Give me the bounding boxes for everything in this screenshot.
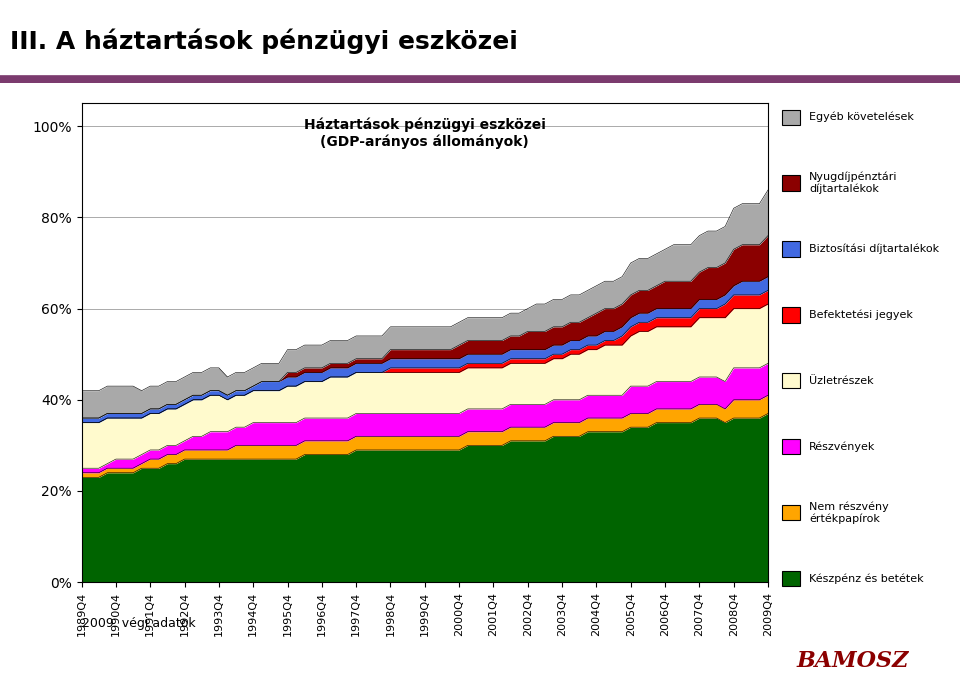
Text: Egyéb követelések: Egyéb követelések (809, 112, 914, 123)
Text: Nyugdíjpénztári
díjtartalékok: Nyugdíjpénztári díjtartalékok (809, 172, 898, 194)
Text: Üzletrészek: Üzletrészek (809, 376, 874, 386)
Text: 2009. végi adatok: 2009. végi adatok (82, 617, 195, 630)
Text: BAMOSZ: BAMOSZ (797, 650, 909, 672)
Text: III. A háztartások pénzügyi eszközei: III. A háztartások pénzügyi eszközei (10, 29, 517, 54)
Text: Háztartások pénzügyi eszközei
(GDP-arányos állományok): Háztartások pénzügyi eszközei (GDP-arány… (304, 118, 545, 149)
Text: Biztosítási díjtartalékok: Biztosítási díjtartalékok (809, 244, 940, 254)
Text: Nem részvény
értékpapírok: Nem részvény értékpapírok (809, 502, 889, 524)
Text: Részvények: Részvények (809, 442, 876, 452)
Text: Készpénz és betétek: Készpénz és betétek (809, 573, 924, 584)
Text: Befektetési jegyek: Befektetési jegyek (809, 310, 913, 320)
